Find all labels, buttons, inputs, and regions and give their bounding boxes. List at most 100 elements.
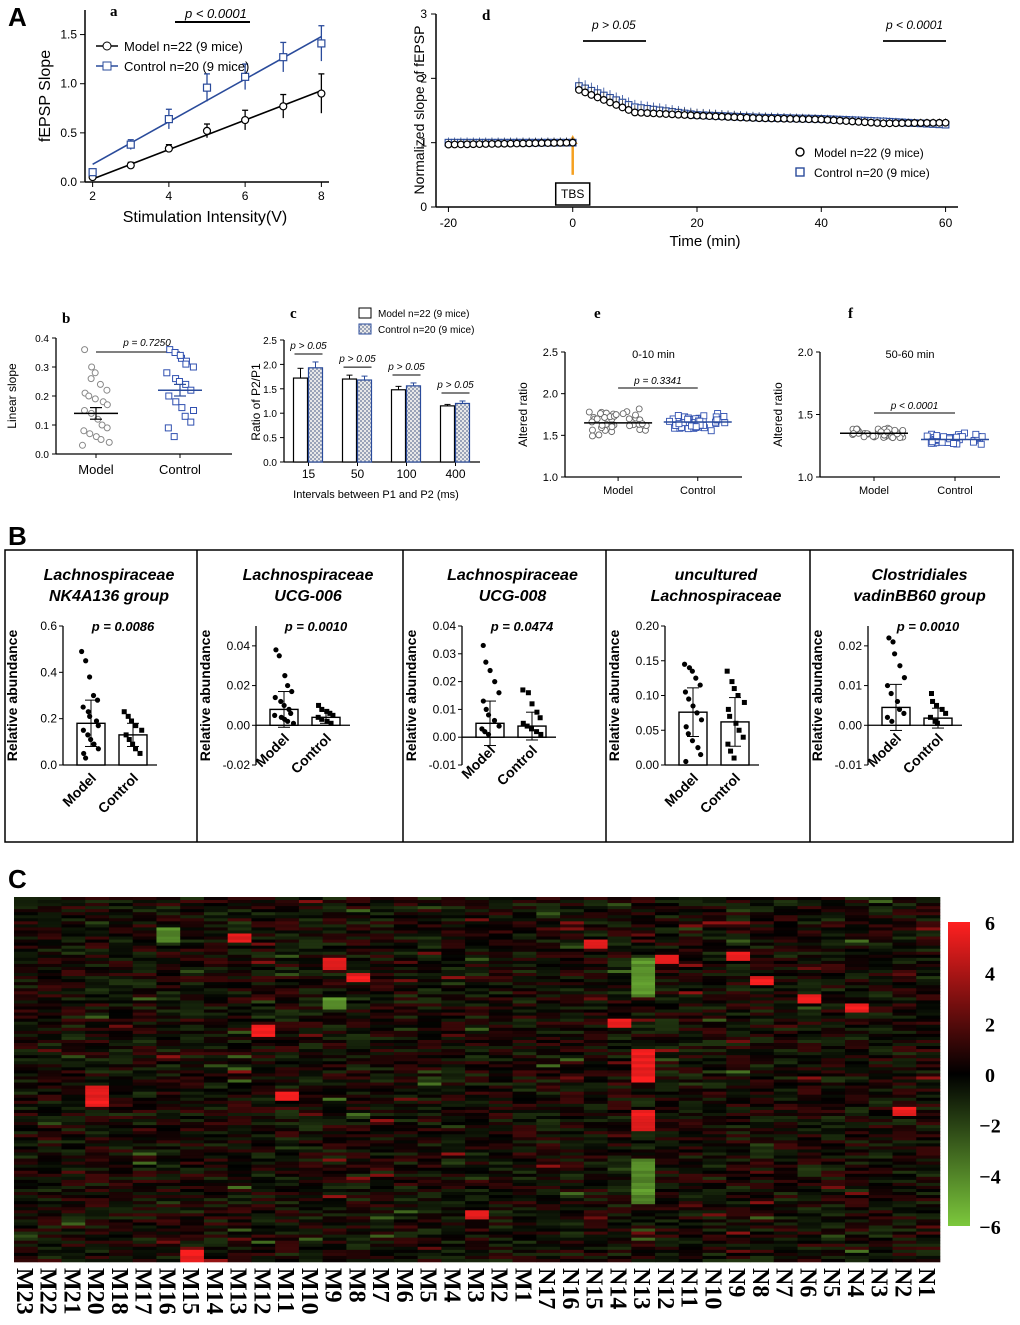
heatmap-cell bbox=[322, 1109, 347, 1114]
heatmap-cell bbox=[417, 1000, 442, 1004]
heatmap-cell bbox=[370, 1164, 395, 1169]
heatmap-cell bbox=[275, 970, 300, 974]
heatmap-cell bbox=[465, 951, 490, 956]
heatmap-cell bbox=[14, 1012, 39, 1016]
heatmap-cell bbox=[750, 997, 775, 1001]
heatmap-cell bbox=[512, 1076, 537, 1080]
heatmap-cell bbox=[346, 1185, 371, 1190]
chart-f-point-control bbox=[972, 430, 980, 438]
heatmap-cell bbox=[417, 1204, 442, 1208]
heatmap-cell bbox=[560, 930, 585, 934]
heatmap-cell bbox=[322, 991, 347, 995]
heatmap-cell bbox=[275, 1195, 300, 1199]
heatmap-cell bbox=[583, 1122, 608, 1126]
heatmap-cell bbox=[393, 1179, 418, 1184]
heatmap-cell bbox=[465, 1134, 490, 1138]
heatmap-cell bbox=[156, 909, 181, 913]
heatmap-cell bbox=[156, 1094, 181, 1099]
heatmap-cell bbox=[560, 1012, 585, 1016]
heatmap-cell bbox=[393, 1225, 418, 1229]
heatmap-cell bbox=[631, 985, 656, 989]
heatmap-cell bbox=[14, 1125, 39, 1129]
heatmap-cell bbox=[37, 1112, 62, 1117]
heatmap-cell bbox=[370, 1192, 395, 1196]
heatmap-cell bbox=[750, 1049, 775, 1053]
heatmap-cell bbox=[750, 921, 775, 925]
heatmap-cell bbox=[298, 1240, 323, 1245]
heatmap-cell bbox=[251, 945, 276, 950]
heatmap-cell bbox=[203, 1067, 228, 1071]
heatmap-cell bbox=[370, 997, 395, 1001]
heatmap-cell bbox=[465, 1155, 490, 1159]
heatmap-cell bbox=[322, 1201, 347, 1205]
heatmap-cell bbox=[536, 1155, 561, 1159]
heatmap-cell bbox=[251, 1198, 276, 1202]
chart-d-point-model bbox=[923, 119, 931, 127]
chart-e-point-control bbox=[674, 412, 682, 419]
heatmap-cell bbox=[607, 1195, 632, 1199]
heatmap-cell bbox=[560, 997, 585, 1001]
heatmap-cell bbox=[108, 1009, 134, 1013]
heatmap-cell bbox=[37, 1009, 62, 1013]
heatmap-cell bbox=[370, 1210, 395, 1214]
heatmap-cell bbox=[108, 1134, 134, 1138]
heatmap-cell bbox=[488, 1185, 513, 1190]
heatmap-cell bbox=[156, 1015, 181, 1019]
heatmap-cell bbox=[655, 942, 680, 946]
heatmap-cell bbox=[726, 1213, 751, 1217]
heatmap-cell bbox=[61, 1073, 86, 1077]
heatmap-cell bbox=[346, 909, 371, 913]
heatmap-cell bbox=[227, 960, 252, 965]
heatmap-cell bbox=[488, 1058, 513, 1062]
heatmap-cell bbox=[678, 1161, 703, 1165]
heatmap-cell bbox=[560, 976, 585, 980]
abundance-chart-5-point-control bbox=[934, 720, 940, 726]
heatmap-cell bbox=[750, 991, 775, 995]
chart-a-point-model bbox=[164, 144, 173, 153]
heatmap-cell bbox=[132, 930, 157, 934]
heatmap-cell bbox=[750, 1079, 775, 1083]
heatmap-cell bbox=[583, 966, 608, 971]
heatmap-cell bbox=[512, 1015, 537, 1019]
heatmap-cell bbox=[132, 1119, 157, 1123]
heatmap-cell bbox=[702, 979, 727, 983]
heatmap-cell bbox=[203, 1082, 228, 1086]
heatmap-cell bbox=[370, 1173, 395, 1178]
abundance-chart-5-title-line2: vadinBB60 group bbox=[853, 588, 986, 605]
heatmap-cell bbox=[488, 1252, 513, 1257]
heatmap-cell bbox=[108, 1109, 134, 1114]
heatmap-cell bbox=[14, 976, 39, 980]
heatmap-cell bbox=[108, 1240, 134, 1245]
heatmap-cell bbox=[108, 1167, 134, 1172]
heatmap-cell bbox=[702, 936, 727, 940]
heatmap-cell bbox=[227, 1158, 252, 1162]
heatmap-cell bbox=[346, 1085, 371, 1089]
heatmap-cell bbox=[37, 1100, 62, 1105]
heatmap-cell bbox=[607, 1198, 632, 1202]
heatmap-cell bbox=[251, 1146, 276, 1150]
heatmap-cell bbox=[298, 1088, 323, 1092]
heatmap-cell bbox=[441, 1231, 466, 1235]
heatmap-cell bbox=[227, 1246, 252, 1251]
heatmap-cell bbox=[275, 1231, 300, 1235]
heatmap-cell bbox=[275, 1067, 300, 1071]
chart-a-x-tick-label: 8 bbox=[318, 189, 325, 203]
chart-d-point-model bbox=[599, 96, 608, 104]
heatmap-cell bbox=[61, 954, 86, 959]
heatmap-cell bbox=[488, 1189, 513, 1193]
heatmap-cell bbox=[631, 1079, 656, 1083]
abundance-chart-2-point-model bbox=[282, 673, 288, 679]
heatmap-cell bbox=[251, 1219, 276, 1223]
heatmap-cell bbox=[417, 912, 442, 916]
heatmap-cell bbox=[322, 1222, 347, 1226]
heatmap-cell bbox=[536, 1109, 561, 1114]
heatmap-cell bbox=[180, 1012, 205, 1016]
heatmap-cell bbox=[298, 915, 323, 919]
heatmap-cell bbox=[346, 957, 371, 962]
heatmap-cell bbox=[560, 1149, 585, 1153]
heatmap-cell bbox=[298, 1082, 323, 1086]
heatmap-cell bbox=[417, 1006, 442, 1010]
heatmap-cell bbox=[346, 1112, 371, 1117]
heatmap-cell bbox=[156, 1225, 181, 1229]
heatmap-cell bbox=[156, 948, 181, 953]
